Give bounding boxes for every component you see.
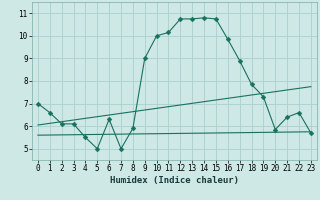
- X-axis label: Humidex (Indice chaleur): Humidex (Indice chaleur): [110, 176, 239, 185]
